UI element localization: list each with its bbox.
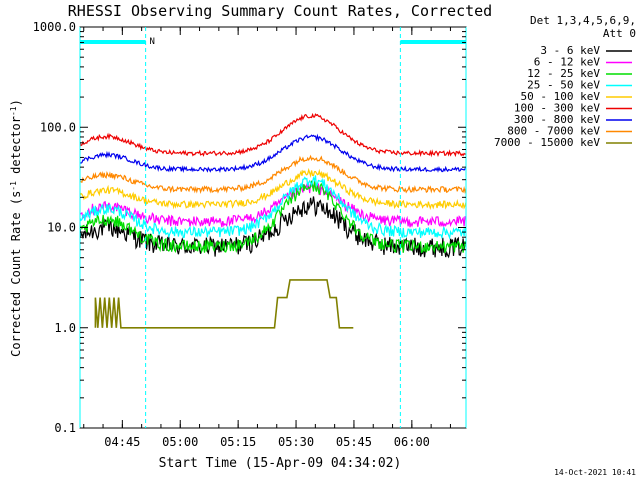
legend-label-5: 50 - 100 keV [521,90,601,103]
legend-label-8: 800 - 7000 keV [507,125,600,138]
x-tick-label-5: 05:45 [336,435,372,449]
series-line-4 [79,175,467,240]
y-tick-label-3: 10.0 [47,221,76,235]
y-axis-label: Corrected Count Rate (s-1 detector-1) [9,99,24,357]
x-tick-label-4: 05:30 [278,435,314,449]
chart-title: RHESSI Observing Summary Count Rates, Co… [68,2,492,20]
legend-header-line-2: Att 0 [603,27,636,40]
plot-area [79,26,467,429]
footer-timestamp: 14-Oct-2021 10:41 [554,468,636,477]
legend-label-4: 25 - 50 keV [527,79,600,92]
y-tick-label-2: 100.0 [40,120,76,134]
x-tick-label-1: 04:45 [104,435,140,449]
legend-label-6: 100 - 300 keV [514,102,600,115]
x-tick-label-6: 06:00 [394,435,430,449]
axes-layer: 1000.0 100.0 10.0 1.0 0.1 04:45 05:00 05:15 05:3… [33,20,466,449]
series-line-9 [94,279,354,329]
annotation-label: N [149,37,154,47]
legend-label-9: 7000 - 15000 keV [494,136,600,149]
legend-label-3: 12 - 25 keV [527,67,600,80]
legend-label-2: 6 - 12 keV [534,56,601,69]
y-tick-label-1: 1000.0 [33,20,76,34]
x-tick-label-2: 05:00 [162,435,198,449]
series-line-3 [79,180,467,254]
legend-header-line-1: Det 1,3,4,5,6,9, [530,14,636,27]
legend-label-7: 300 - 800 keV [514,113,600,126]
y-tick-label-4: 1.0 [54,321,76,335]
legend-label-1: 3 - 6 keV [540,44,600,57]
y-tick-label-5: 0.1 [54,421,76,435]
x-tick-label-3: 05:15 [220,435,256,449]
data-layer: N [79,27,467,428]
series-line-7 [79,133,467,174]
series-line-8 [79,154,467,195]
series-line-2 [79,181,467,228]
series-line-6 [79,112,467,158]
x-axis-label: Start Time (15-Apr-09 04:34:02) [159,456,402,471]
series-line-5 [79,167,467,210]
